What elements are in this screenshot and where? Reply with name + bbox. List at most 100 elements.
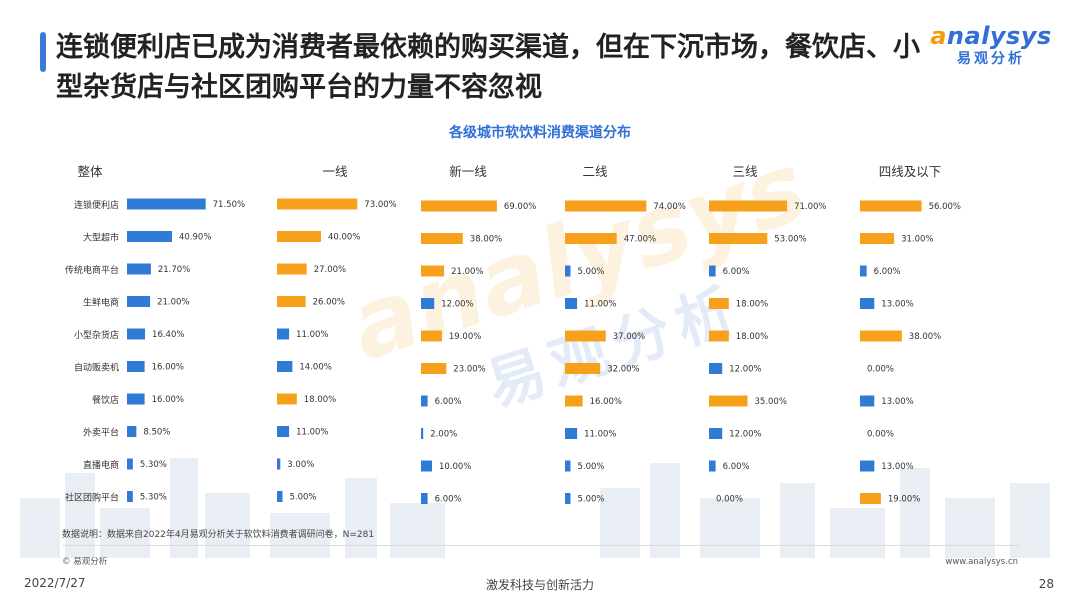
bar-2-5: [421, 363, 447, 374]
bar-0-3: [127, 296, 151, 307]
bar-3-1: [565, 233, 617, 244]
value-label-3-6: 16.00%: [590, 397, 622, 407]
value-label-4-7: 12.00%: [729, 430, 761, 440]
value-label-5-5: 0.00%: [867, 365, 894, 375]
category-label-5: 自动贩卖机: [74, 362, 119, 374]
analysys-logo: analysys 易观分析: [926, 22, 1056, 68]
category-label-2: 传统电商平台: [65, 264, 119, 276]
value-label-3-8: 5.00%: [578, 462, 605, 472]
value-label-4-9: 0.00%: [716, 495, 743, 505]
bar-4-2: [709, 265, 716, 277]
footer-divider: [62, 545, 1020, 546]
bar-5-3: [860, 298, 875, 309]
page-title: 连锁便利店已成为消费者最依赖的购买渠道，但在下沉市场，餐饮店、小型杂货店与社区团…: [56, 32, 920, 103]
bar-3-3: [565, 298, 578, 309]
value-label-3-0: 74.00%: [653, 202, 685, 212]
bar-5-8: [860, 460, 875, 472]
category-label-9: 社区团购平台: [65, 492, 119, 504]
bar-0-6: [127, 393, 145, 405]
bar-1-5: [277, 361, 293, 372]
value-label-2-3: 12.00%: [441, 300, 473, 310]
copyright: © 易观分析: [62, 557, 108, 567]
category-label-4: 小型杂货店: [74, 329, 119, 341]
value-label-4-6: 35.00%: [755, 397, 787, 407]
bar-1-1: [277, 231, 321, 242]
bar-2-4: [421, 330, 442, 342]
value-label-2-5: 23.00%: [453, 365, 485, 375]
bar-1-9: [277, 491, 283, 502]
value-label-0-3: 21.00%: [157, 298, 189, 308]
value-label-2-6: 6.00%: [435, 397, 462, 407]
series-header-4: 三线: [732, 164, 758, 179]
bar-3-9: [565, 493, 571, 504]
value-label-0-4: 16.40%: [152, 330, 184, 340]
series-header-1: 一线: [322, 164, 348, 179]
bar-3-0: [565, 200, 647, 212]
bar-1-8: [277, 458, 281, 470]
value-label-5-9: 19.00%: [888, 495, 920, 505]
bar-0-4: [127, 328, 146, 340]
value-label-0-0: 71.50%: [213, 200, 245, 210]
value-label-4-0: 71.00%: [794, 202, 826, 212]
bar-5-1: [860, 233, 895, 244]
bar-4-3: [709, 298, 729, 309]
category-label-0: 连锁便利店: [74, 199, 119, 211]
value-label-1-5: 14.00%: [299, 363, 331, 373]
value-label-5-6: 13.00%: [881, 397, 913, 407]
data-note: 数据说明：数据来自2022年4月易观分析关于软饮料消费者调研问卷，N=281: [62, 530, 375, 540]
bar-3-8: [565, 460, 571, 472]
value-label-0-2: 21.70%: [158, 265, 190, 275]
bar-2-8: [421, 460, 432, 472]
bar-4-6: [709, 395, 748, 407]
value-label-2-7: 2.00%: [430, 430, 457, 440]
bar-1-6: [277, 393, 297, 405]
page-number: 28: [1038, 577, 1054, 591]
value-label-1-1: 40.00%: [328, 233, 360, 243]
series-header-5: 四线及以下: [879, 164, 942, 179]
bar-5-0: [860, 200, 922, 212]
bar-4-8: [709, 460, 716, 472]
value-label-1-3: 26.00%: [313, 298, 345, 308]
bar-2-6: [421, 395, 428, 407]
value-label-1-0: 73.00%: [364, 200, 396, 210]
value-label-1-9: 5.00%: [290, 493, 317, 503]
value-label-4-4: 18.00%: [736, 332, 768, 342]
value-label-1-2: 27.00%: [314, 265, 346, 275]
value-label-0-1: 40.90%: [179, 233, 211, 243]
value-label-1-8: 3.00%: [287, 460, 314, 470]
value-label-5-0: 56.00%: [929, 202, 961, 212]
bar-3-5: [565, 363, 601, 374]
value-label-5-8: 13.00%: [881, 462, 913, 472]
bar-3-7: [565, 428, 578, 439]
bar-1-3: [277, 296, 306, 307]
bar-2-3: [421, 298, 435, 309]
value-label-1-6: 18.00%: [304, 395, 336, 405]
value-label-3-4: 37.00%: [613, 332, 645, 342]
value-label-3-3: 11.00%: [584, 300, 616, 310]
category-label-6: 餐饮店: [92, 394, 119, 406]
logo-wordmark: analysys: [930, 22, 1052, 50]
bar-1-0: [277, 198, 358, 210]
value-label-3-2: 5.00%: [578, 267, 605, 277]
title-accent-bar: [40, 32, 46, 72]
bar-0-7: [127, 426, 137, 437]
bar-4-7: [709, 428, 723, 439]
bar-0-8: [127, 458, 133, 470]
value-label-5-2: 6.00%: [874, 267, 901, 277]
series-header-3: 二线: [582, 164, 608, 179]
value-label-2-0: 69.00%: [504, 202, 536, 212]
bar-5-9: [860, 493, 881, 504]
value-label-2-1: 38.00%: [470, 235, 502, 245]
bar-0-2: [127, 263, 151, 275]
bar-4-4: [709, 330, 729, 342]
value-label-1-4: 11.00%: [296, 330, 328, 340]
bar-2-7: [421, 428, 424, 439]
bar-2-1: [421, 233, 463, 244]
bar-3-4: [565, 330, 606, 342]
value-label-2-8: 10.00%: [439, 462, 471, 472]
bar-3-2: [565, 265, 571, 277]
value-label-4-1: 53.00%: [774, 235, 806, 245]
value-label-0-9: 5.30%: [140, 493, 167, 503]
value-label-0-7: 8.50%: [143, 428, 170, 438]
